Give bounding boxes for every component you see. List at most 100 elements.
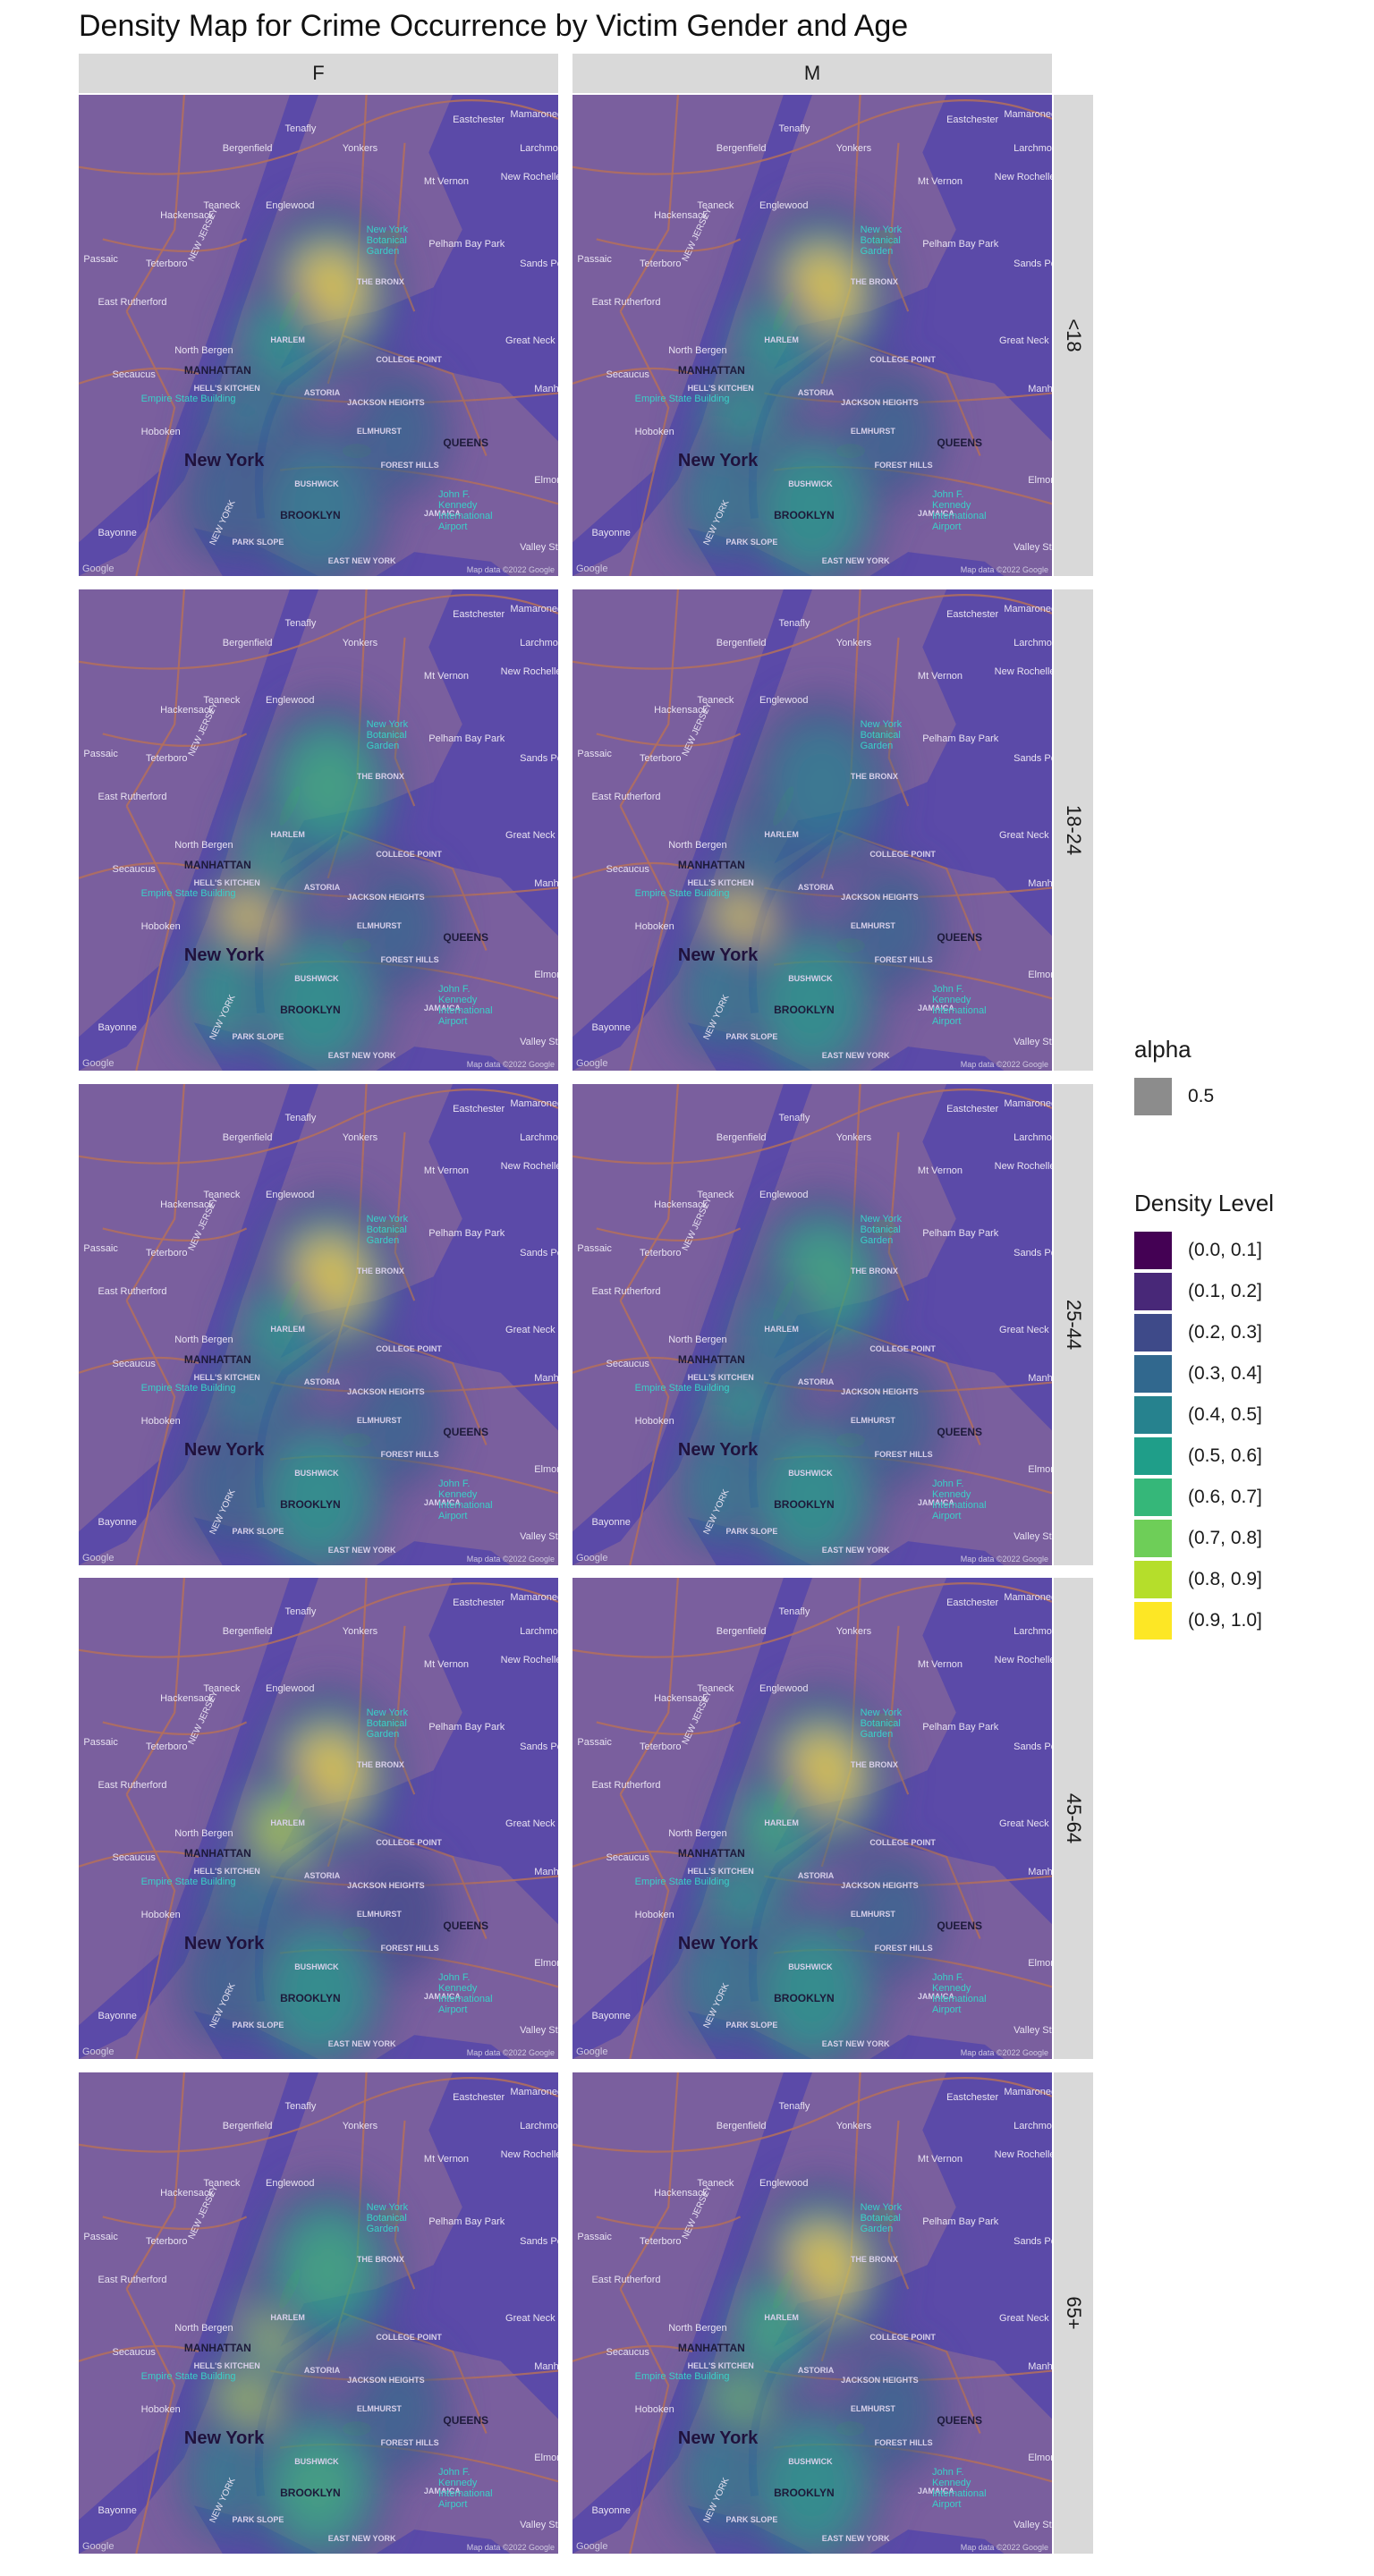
density-contour [696, 1455, 747, 1521]
road [619, 805, 670, 1071]
density-layer [672, 697, 944, 1071]
road [125, 589, 186, 807]
density-contour [869, 399, 920, 464]
long-island-sound [280, 1578, 558, 1925]
road [102, 2216, 248, 2230]
road [619, 589, 680, 807]
legend-density-item: (0.3, 0.4] [1134, 1353, 1274, 1394]
map-panel: Yonkers Mt Vernon New Rochelle Eastchester L… [572, 1578, 1052, 2059]
road [572, 1089, 1052, 1165]
basemap [572, 1578, 1052, 2059]
density-layer [178, 1191, 450, 1565]
hudson-river [79, 589, 318, 1071]
road [619, 1578, 680, 1795]
density-contour [375, 1388, 426, 1453]
legend-density-swatch [1134, 1437, 1172, 1475]
long-island-sound [280, 95, 558, 442]
road [572, 2077, 1052, 2153]
road [125, 95, 186, 312]
road [572, 594, 1052, 670]
density-contour [778, 2445, 846, 2528]
road [619, 1793, 670, 2059]
density-contour [869, 1882, 920, 1947]
road [125, 1793, 176, 2059]
map-panel: Yonkers Mt Vernon New Rochelle Eastchester L… [79, 95, 558, 576]
legend-density: Density Level (0.0, 0.1] (0.1, 0.2] (0.2, … [1134, 1190, 1274, 1641]
jamaica-bay [869, 2035, 1005, 2059]
road [102, 1227, 248, 1241]
density-contour [375, 1882, 426, 1947]
road [79, 1582, 558, 1658]
basemap [79, 1578, 558, 2059]
road [596, 1721, 742, 1735]
road [125, 2288, 176, 2554]
basemap [572, 1084, 1052, 1565]
long-island-sound [774, 1578, 1052, 1925]
facet-strip-row: 25-44 [1054, 1084, 1093, 1565]
legend-density-item: (0.5, 0.6] [1134, 1436, 1274, 1477]
facet-strip-f: F [79, 54, 558, 93]
road [79, 2344, 199, 2362]
legend-density-label: (0.3, 0.4] [1188, 1363, 1262, 1384]
density-contour [255, 1801, 306, 1866]
road [125, 1578, 186, 1795]
legend-density-item: (0.8, 0.9] [1134, 1559, 1274, 1600]
road [79, 2077, 558, 2153]
density-contour [696, 1949, 747, 2014]
legend-density-label: (0.1, 0.2] [1188, 1281, 1262, 1301]
density-contour [696, 2444, 747, 2509]
density-contour [284, 962, 352, 1045]
density-contour [375, 399, 426, 464]
map-panel: Yonkers Mt Vernon New Rochelle Eastchester L… [572, 1084, 1052, 1565]
map-panel: Yonkers Mt Vernon New Rochelle Eastchester L… [572, 2072, 1052, 2554]
density-contour [778, 467, 846, 550]
jamaica-bay [869, 1541, 1005, 1565]
basemap [79, 1084, 558, 1565]
density-contour [749, 2295, 800, 2360]
facet-strip-row: 45-64 [1054, 1578, 1093, 2059]
density-layer [178, 2180, 450, 2554]
road [572, 1356, 693, 1374]
legend-alpha-swatch [1134, 1078, 1172, 1115]
legend-alpha-item: 0.5 [1134, 1076, 1214, 1117]
road [572, 367, 693, 385]
facet-strip-label: <18 [1063, 318, 1085, 352]
density-contour [202, 1949, 253, 2014]
road [79, 594, 558, 670]
density-contour [293, 2228, 362, 2311]
legend-density-label: (0.9, 1.0] [1188, 1610, 1262, 1631]
road [619, 1300, 670, 1565]
map-panel: Yonkers Mt Vernon New Rochelle Eastchester L… [572, 95, 1052, 576]
legend-density-item: (0.7, 0.8] [1134, 1518, 1274, 1559]
road [79, 1356, 199, 1374]
legend-density-title: Density Level [1134, 1190, 1275, 1216]
legend-density-swatch [1134, 1520, 1172, 1557]
density-contour [778, 1950, 846, 2033]
density-layer [672, 1191, 944, 1565]
facet-strip-row: 18-24 [1054, 589, 1093, 1071]
legend-density-label: (0.4, 0.5] [1188, 1404, 1262, 1425]
density-contour [255, 318, 306, 383]
legend-density-item: (0.9, 1.0] [1134, 1600, 1274, 1641]
density-contour [787, 745, 856, 828]
road [619, 310, 670, 576]
legend-density-label: (0.6, 0.7] [1188, 1487, 1262, 1507]
legend-density-label: (0.2, 0.3] [1188, 1322, 1262, 1343]
jamaica-bay [376, 2529, 511, 2554]
map-panel: Yonkers Mt Vernon New Rochelle Eastchester L… [79, 2072, 558, 2554]
road [596, 238, 742, 252]
road [79, 1850, 199, 1868]
legend-density-item: (0.6, 0.7] [1134, 1477, 1274, 1518]
jamaica-bay [869, 1046, 1005, 1071]
hudson-river [79, 1578, 318, 2059]
basemap [572, 589, 1052, 1071]
legend-density-swatch [1134, 1314, 1172, 1352]
facet-strip-label: 25-44 [1063, 1299, 1085, 1351]
density-contour [696, 961, 747, 1026]
density-layer [672, 2180, 944, 2554]
map-panel: Yonkers Mt Vernon New Rochelle Eastchester L… [79, 589, 558, 1071]
density-contour [284, 1950, 352, 2033]
long-island-sound [280, 589, 558, 936]
road [79, 1089, 558, 1165]
density-contour [696, 466, 747, 531]
